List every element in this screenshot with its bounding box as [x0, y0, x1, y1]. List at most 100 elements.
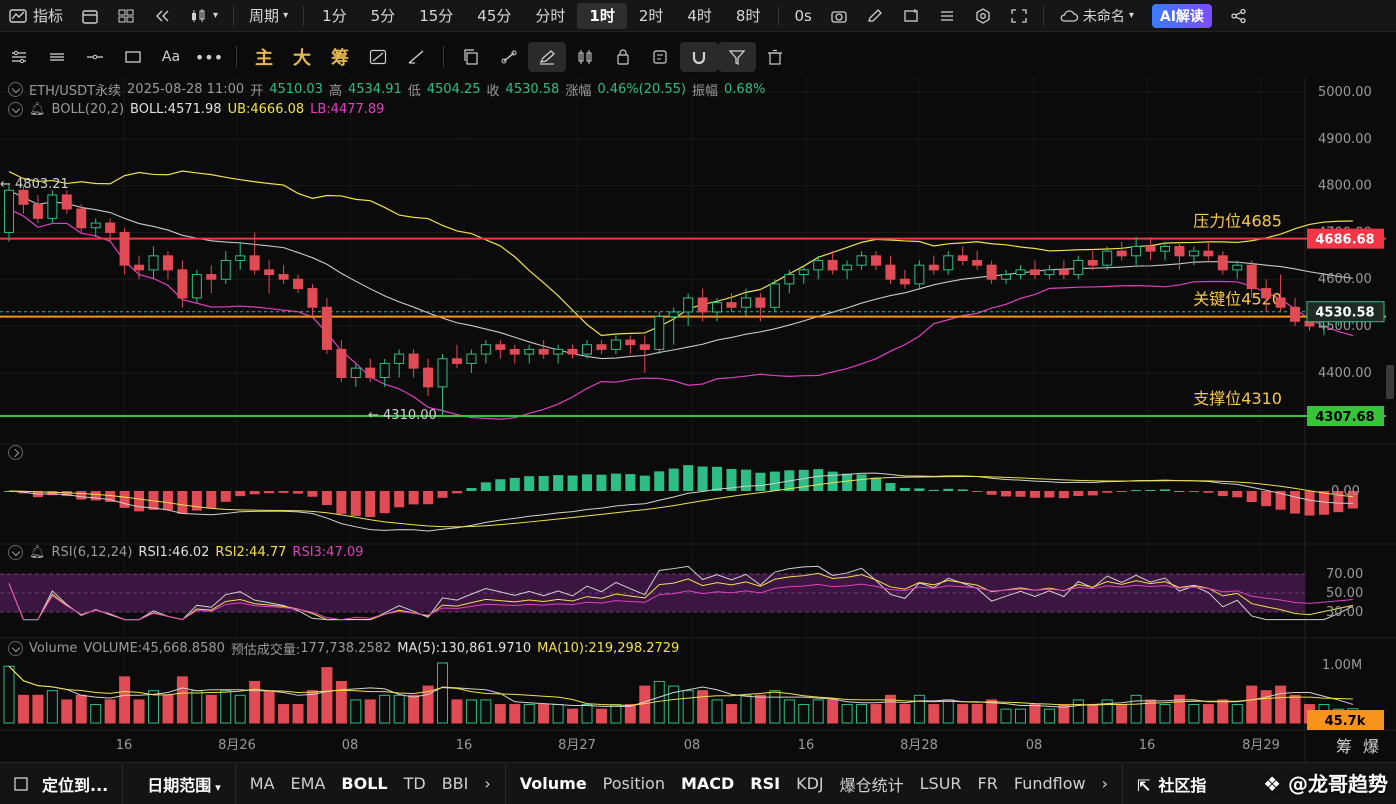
volume-bar [321, 667, 333, 724]
timeframe-2[interactable]: 15分 [419, 7, 454, 25]
copy-icon[interactable] [452, 42, 490, 72]
tab-rsi[interactable]: RSI [750, 774, 781, 793]
candle-body [928, 264, 939, 271]
macd-histogram-bar [1001, 491, 1012, 497]
compare-candles-icon[interactable] [566, 42, 604, 72]
pencil-icon[interactable] [857, 0, 893, 32]
magnet-icon[interactable] [680, 42, 718, 72]
tab-lsur[interactable]: LSUR [919, 774, 962, 793]
expand-icon[interactable] [8, 445, 23, 460]
boll-middle-line [8, 189, 1353, 360]
high-label: 高 [328, 84, 342, 99]
datetime-label: 2025-08-28 11:00 [127, 82, 245, 97]
brush-icon[interactable] [528, 42, 566, 72]
candle-body [538, 348, 549, 355]
chevron-right-icon[interactable]: › [1101, 774, 1108, 793]
timeframe-4[interactable]: 分时 [535, 7, 566, 25]
bell-icon[interactable]: 🔔︎ [29, 545, 46, 560]
trend-line-icon[interactable] [359, 42, 397, 72]
collapse-icon[interactable] [8, 102, 23, 117]
macd-histogram-bar [90, 491, 101, 501]
collapse-icon[interactable] [8, 545, 23, 560]
timeframe-3[interactable]: 45分 [477, 7, 512, 25]
candle-type-button[interactable]: ▾ [180, 0, 227, 32]
tab-爆仓统计[interactable]: 爆仓统计 [839, 775, 904, 795]
main-chart-button[interactable]: 主 [255, 48, 273, 69]
tab-fr[interactable]: FR [977, 774, 998, 793]
date-range-label: 日期范围 [147, 775, 212, 795]
add-window-icon[interactable] [893, 0, 929, 32]
bell-icon[interactable]: 🔔︎ [29, 102, 46, 117]
share-icon[interactable] [1221, 0, 1257, 32]
edit-list-icon[interactable] [642, 42, 680, 72]
calendar-icon[interactable] [72, 0, 108, 32]
period-dropdown[interactable]: 周期 ▾ [240, 0, 297, 32]
chips-button[interactable]: 筹 [331, 48, 349, 69]
tab-fundflow[interactable]: Fundflow [1013, 774, 1086, 793]
settings-icon[interactable] [965, 0, 1001, 32]
fullscreen-icon[interactable] [1001, 0, 1037, 32]
candle-body [18, 189, 29, 205]
grid-layout-icon[interactable] [108, 0, 144, 32]
timeframe-1[interactable]: 5分 [370, 7, 396, 25]
timeframe-7[interactable]: 4时 [687, 7, 712, 25]
tab-boll[interactable]: BOLL [341, 774, 388, 793]
camera-icon[interactable] [821, 0, 857, 32]
tab-volume[interactable]: Volume [519, 774, 587, 793]
text-tool-icon[interactable]: Aa [161, 49, 181, 65]
goto-button[interactable]: 定位到... [0, 772, 116, 796]
indicators-button[interactable]: 指标 [0, 0, 72, 32]
timeframe-5[interactable]: 1时 [577, 2, 627, 29]
collapse-icon[interactable] [8, 641, 23, 656]
volume-ma10-line [8, 665, 1353, 706]
replay-icon[interactable] [144, 0, 180, 32]
timeframe-6[interactable]: 2时 [638, 7, 664, 25]
chevron-right-icon[interactable]: › [484, 774, 491, 793]
big-order-button[interactable]: 大 [293, 48, 311, 69]
filter-icon[interactable] [718, 42, 756, 72]
volume-bar [3, 665, 15, 724]
horizontal-ray-icon[interactable] [76, 42, 114, 72]
chart-canvas[interactable]: 压力位4685 关键位4520 支撑位4310 ← 4803.21 ← 4310.00… [0, 78, 1396, 762]
timeframe-8[interactable]: 8时 [735, 7, 761, 25]
volume-bar [1130, 694, 1142, 724]
tab-kdj[interactable]: KDJ [796, 774, 824, 793]
macd-histogram-bar [466, 488, 477, 491]
tab-ma[interactable]: MA [249, 774, 275, 793]
timeframe-0[interactable]: 1分 [322, 7, 347, 25]
link-icon[interactable] [490, 42, 528, 72]
volume-bar [408, 694, 420, 724]
lock-icon[interactable] [604, 42, 642, 72]
macd-histogram-bar [524, 476, 535, 491]
volume-bar [682, 690, 694, 724]
price-tick: 4900.00 [1318, 132, 1372, 147]
ruler-icon[interactable] [397, 42, 435, 72]
menu-lines-icon[interactable] [0, 42, 38, 72]
tab-bbi[interactable]: BBI [441, 774, 469, 793]
layout-name-dropdown[interactable]: 未命名 ▾ [1050, 0, 1143, 32]
ai-interpret-button[interactable]: AI解读 [1151, 3, 1212, 28]
volume-bar [249, 680, 261, 724]
community-button[interactable]: ⇱ 社区指 [1129, 772, 1214, 796]
tab-ema[interactable]: EMA [290, 774, 326, 793]
collapse-icon[interactable] [8, 82, 23, 97]
volume-bar [75, 694, 87, 724]
tab-macd[interactable]: MACD [680, 774, 735, 793]
horizontal-lines-icon[interactable] [38, 42, 76, 72]
boll-ub-value: UB:4666.08 [227, 102, 305, 117]
macd-histogram-bar [1333, 491, 1344, 513]
tab-td[interactable]: TD [403, 774, 426, 793]
candle-body [827, 260, 838, 271]
tab-position[interactable]: Position [602, 774, 665, 793]
macd-histogram-bar [408, 491, 419, 505]
date-range-dropdown[interactable]: 日期范围 ▾ [129, 772, 229, 796]
trash-icon[interactable] [756, 42, 794, 72]
bottom-toolbar: 定位到... 日期范围 ▾ MA EMA BOLL TD BBI › Volume Posi… [0, 762, 1396, 804]
macd-histogram-bar [567, 475, 578, 491]
more-icon[interactable]: ••• [194, 47, 224, 67]
list-settings-icon[interactable] [929, 0, 965, 32]
rectangle-icon[interactable] [114, 42, 152, 72]
volume-bar [697, 690, 709, 724]
volume-bar [1173, 694, 1185, 724]
volume-bar [191, 690, 203, 724]
